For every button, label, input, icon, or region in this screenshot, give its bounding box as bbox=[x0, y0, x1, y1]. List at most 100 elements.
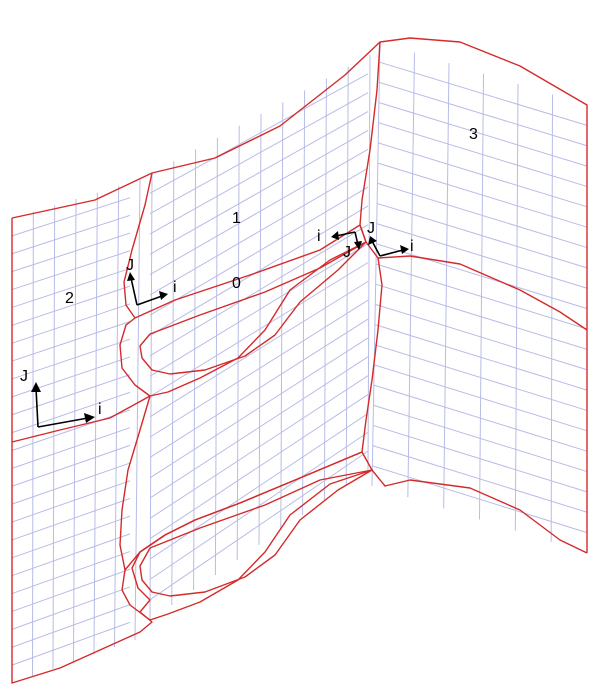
block-2-i-label: i bbox=[173, 279, 177, 296]
mesh-line bbox=[149, 186, 369, 316]
outer-boundary bbox=[11, 37, 588, 684]
j-axis-arrow bbox=[35, 387, 39, 428]
block-label-1: 1 bbox=[232, 210, 241, 227]
mesh-line bbox=[375, 303, 588, 371]
block-3-j-arrowhead bbox=[368, 236, 377, 245]
mesh-line bbox=[11, 533, 131, 577]
block-1-i-arrowhead bbox=[331, 231, 339, 240]
mesh-line bbox=[214, 137, 218, 576]
mesh-line bbox=[11, 356, 131, 398]
mesh-line bbox=[149, 262, 369, 397]
mesh-line bbox=[73, 198, 77, 662]
block-3-i-arrow bbox=[379, 249, 404, 257]
mesh-line bbox=[11, 250, 131, 291]
block-3-lower-edge bbox=[377, 255, 588, 331]
mesh-line bbox=[114, 186, 120, 648]
mesh-grid bbox=[11, 41, 588, 683]
mesh-line bbox=[11, 621, 131, 666]
mesh-line bbox=[376, 223, 588, 289]
mesh-line bbox=[11, 338, 131, 380]
divider-2-1 bbox=[123, 172, 153, 319]
mesh-line bbox=[379, 81, 588, 147]
mesh-line bbox=[375, 263, 588, 330]
mesh-line bbox=[149, 92, 369, 215]
axes-global: J i bbox=[20, 368, 102, 428]
mesh-line bbox=[11, 586, 131, 630]
block-label-3: 3 bbox=[469, 126, 478, 143]
mesh-line bbox=[149, 167, 369, 296]
mesh-line bbox=[149, 299, 369, 438]
mesh-line bbox=[11, 444, 131, 487]
j-axis-arrowhead bbox=[31, 382, 41, 392]
block-2-lower-edge bbox=[11, 395, 151, 443]
lower-o-block-ring bbox=[121, 469, 373, 621]
mesh-line bbox=[11, 197, 131, 237]
mesh-line bbox=[149, 205, 369, 336]
block-3-i-arrowhead bbox=[400, 245, 409, 254]
axes-block-2: J i bbox=[126, 257, 177, 306]
mesh-line bbox=[372, 465, 588, 534]
upper-o-block-inner bbox=[139, 241, 367, 375]
block-labels: 0 1 2 3 bbox=[65, 126, 478, 307]
mesh-line bbox=[11, 497, 131, 541]
mesh-line bbox=[379, 61, 588, 126]
mesh-line bbox=[11, 285, 131, 326]
mesh-line bbox=[149, 318, 369, 458]
block-2-i-arrowhead bbox=[159, 291, 168, 300]
mesh-line bbox=[374, 344, 588, 411]
mesh-line bbox=[323, 78, 327, 501]
block-3-j-arrow bbox=[371, 240, 381, 257]
mesh-line bbox=[149, 431, 369, 580]
mesh-line bbox=[280, 102, 284, 531]
mesh-line bbox=[373, 384, 588, 452]
mesh-line bbox=[11, 214, 131, 255]
j-axis-label: J bbox=[20, 368, 28, 385]
mesh-line bbox=[236, 125, 240, 561]
i-axis-arrowhead bbox=[84, 413, 95, 423]
mesh-line bbox=[377, 182, 588, 249]
mesh-line bbox=[376, 202, 588, 269]
mesh-line bbox=[149, 148, 369, 276]
mesh-line bbox=[11, 604, 131, 648]
mesh-line bbox=[11, 427, 131, 469]
mesh-line bbox=[11, 374, 131, 416]
axes-block-3: J i bbox=[367, 220, 414, 257]
mesh-line bbox=[149, 412, 369, 560]
mesh-line bbox=[149, 356, 369, 499]
mesh-line bbox=[134, 179, 141, 641]
mesh-line bbox=[378, 142, 588, 208]
mesh-line bbox=[377, 162, 588, 228]
lower-o-block-inner bbox=[139, 469, 373, 597]
mesh-line bbox=[52, 205, 56, 669]
i-axis-label: i bbox=[98, 401, 102, 418]
block-3-j-label: J bbox=[367, 220, 375, 237]
mesh-line bbox=[93, 192, 98, 655]
lower-o-block-outer bbox=[119, 395, 363, 571]
mesh-line bbox=[149, 394, 369, 540]
block-1-i-label: i bbox=[317, 228, 321, 245]
mesh-line bbox=[11, 391, 131, 434]
mesh-line bbox=[378, 122, 588, 187]
mesh-line bbox=[149, 280, 369, 418]
mesh-line bbox=[378, 102, 588, 167]
mesh-line bbox=[373, 404, 588, 473]
mesh-line bbox=[11, 515, 131, 559]
axes-block-1: i J bbox=[317, 228, 362, 261]
mesh-line bbox=[149, 450, 369, 601]
block-1-i-arrow bbox=[335, 231, 356, 237]
mesh-line bbox=[374, 364, 588, 432]
block-2-j-arrowhead bbox=[127, 272, 135, 281]
divider-1-3 bbox=[359, 41, 383, 453]
mesh-line bbox=[372, 424, 588, 493]
block-1-j-arrowhead bbox=[354, 241, 362, 250]
mesh-line bbox=[372, 445, 588, 513]
block-2-j-label: J bbox=[126, 257, 134, 274]
mesh-line bbox=[149, 130, 369, 255]
mesh-line bbox=[345, 66, 349, 486]
mesh-line bbox=[11, 568, 131, 612]
block-boundaries bbox=[11, 37, 588, 684]
block-label-2: 2 bbox=[65, 290, 74, 307]
mesh-line bbox=[258, 113, 262, 546]
mesh-line bbox=[193, 149, 197, 591]
